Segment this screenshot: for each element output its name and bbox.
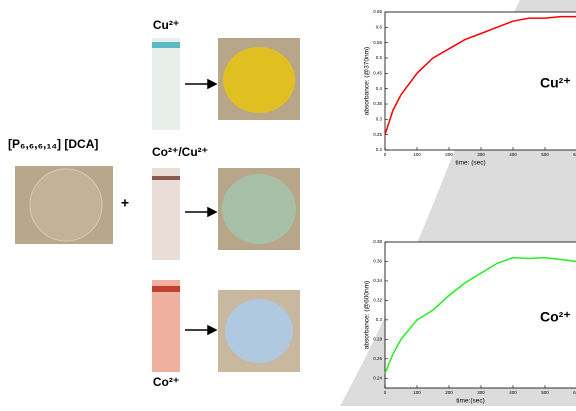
y-tick-label: 0.65: [373, 9, 382, 14]
vial-co-layer: [152, 286, 180, 292]
y-axis-label: absorbance: (@600nm): [364, 281, 371, 349]
film-cu: [223, 47, 295, 113]
annotation: Co²⁺: [540, 309, 571, 325]
vial-co: [152, 280, 180, 372]
y-axis-label: absorbance: (@370nm): [364, 47, 371, 115]
x-tick-label: 400: [509, 152, 517, 157]
label-co: Co²⁺: [153, 375, 179, 389]
y-tick-label: 0.3: [376, 317, 383, 322]
label-cu: Cu²⁺: [153, 18, 179, 32]
y-tick-label: 0.6: [376, 25, 383, 30]
page: Cu²⁺ Co²⁺/Cu²⁺ Co²⁺ [P₆,₆,₆,₁₄] [DCA] + …: [0, 0, 576, 406]
x-tick-label: 0: [384, 152, 387, 157]
y-tick-label: 0.36: [373, 259, 382, 264]
y-tick-label: 0.5: [376, 55, 383, 60]
annotation: Cu²⁺: [540, 74, 571, 90]
film: [30, 169, 102, 241]
x-tick-label: 200: [445, 152, 453, 157]
x-tick-label: 500: [541, 152, 549, 157]
y-tick-label: 0.25: [373, 132, 382, 137]
y-tick-label: 0.45: [373, 71, 382, 76]
x-tick-label: 300: [477, 152, 485, 157]
y-tick-label: 0.35: [373, 101, 382, 106]
y-tick-label: 0.24: [373, 375, 382, 380]
y-tick-label: 0.2: [376, 147, 383, 152]
label-mix: Co²⁺/Cu²⁺: [152, 145, 208, 159]
arrows: [185, 80, 216, 334]
y-tick-label: 0.4: [376, 86, 383, 91]
label-il: [P₆,₆,₆,₁₄] [DCA]: [8, 137, 98, 151]
x-tick-label: 300: [477, 390, 485, 395]
y-tick-label: 0.28: [373, 337, 382, 342]
x-tick-label: 500: [541, 390, 549, 395]
label-plus: +: [121, 195, 129, 211]
y-tick-label: 0.38: [373, 239, 382, 244]
vial-mix: [152, 168, 180, 260]
vial-cu: [152, 38, 180, 130]
x-axis-label: time: (sec): [455, 160, 485, 167]
x-tick-label: 200: [445, 390, 453, 395]
x-tick-label: 100: [413, 152, 421, 157]
y-tick-label: 0.32: [373, 298, 382, 303]
film-mix: [222, 174, 296, 244]
y-tick-label: 0.26: [373, 356, 382, 361]
x-axis-label: time:(sec): [456, 398, 485, 405]
film-co: [225, 299, 293, 363]
x-tick-label: 400: [509, 390, 517, 395]
y-tick-label: 0.3: [376, 117, 383, 122]
vial-mix-layer: [152, 176, 180, 180]
figure: Cu²⁺ Co²⁺/Cu²⁺ Co²⁺ [P₆,₆,₆,₁₄] [DCA] + …: [0, 0, 576, 406]
y-tick-label: 0.34: [373, 278, 382, 283]
y-tick-label: 0.55: [373, 40, 382, 45]
vial-cu-layer: [152, 42, 180, 48]
x-tick-label: 100: [413, 390, 421, 395]
